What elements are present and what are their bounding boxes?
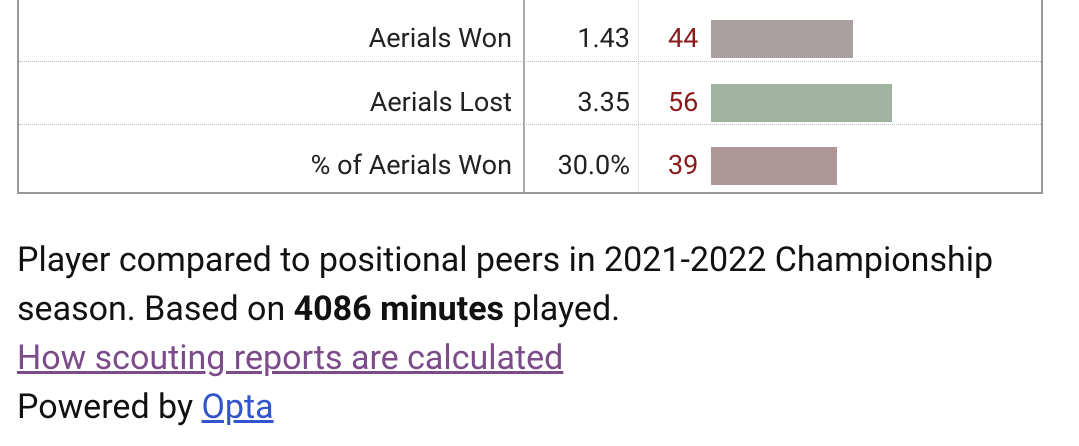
percentile-value: 44 — [668, 22, 699, 54]
stat-name: Aerials Lost — [369, 86, 512, 118]
column-divider — [638, 0, 639, 192]
stat-name: Aerials Won — [368, 22, 512, 54]
per90-value: 30.0% — [557, 149, 630, 181]
per90-value: 1.43 — [577, 22, 630, 54]
note-text: played. — [504, 289, 621, 329]
percentile-bar — [711, 20, 854, 58]
column-divider — [523, 0, 525, 192]
per90-value: 3.35 — [577, 86, 630, 118]
footer-note: Player compared to positional peers in 2… — [17, 236, 1067, 334]
minutes: 4086 minutes — [293, 289, 505, 329]
percentile-value: 56 — [668, 86, 699, 118]
scouting-table: Aerials Won 1.43 44 Aerials Lost 3.35 56 % of … — [17, 0, 1043, 194]
footer: Player compared to positional peers in 2… — [17, 236, 1067, 432]
table-row: Aerials Won 1.43 44 — [19, 0, 1041, 61]
opta-link[interactable]: Opta — [201, 387, 274, 427]
percentile-value: 39 — [668, 149, 699, 181]
percentile-bar — [711, 147, 837, 185]
table-row: Aerials Lost 3.35 56 — [19, 61, 1041, 125]
note-text: Player compared to positional peers in 2… — [17, 240, 994, 329]
percentile-bar — [711, 84, 892, 122]
calculation-link[interactable]: How scouting reports are calculated — [17, 338, 564, 378]
table-row: % of Aerials Won 30.0% 39 — [19, 124, 1041, 188]
stat-name: % of Aerials Won — [310, 149, 512, 181]
powered-by: Powered by — [17, 387, 202, 427]
